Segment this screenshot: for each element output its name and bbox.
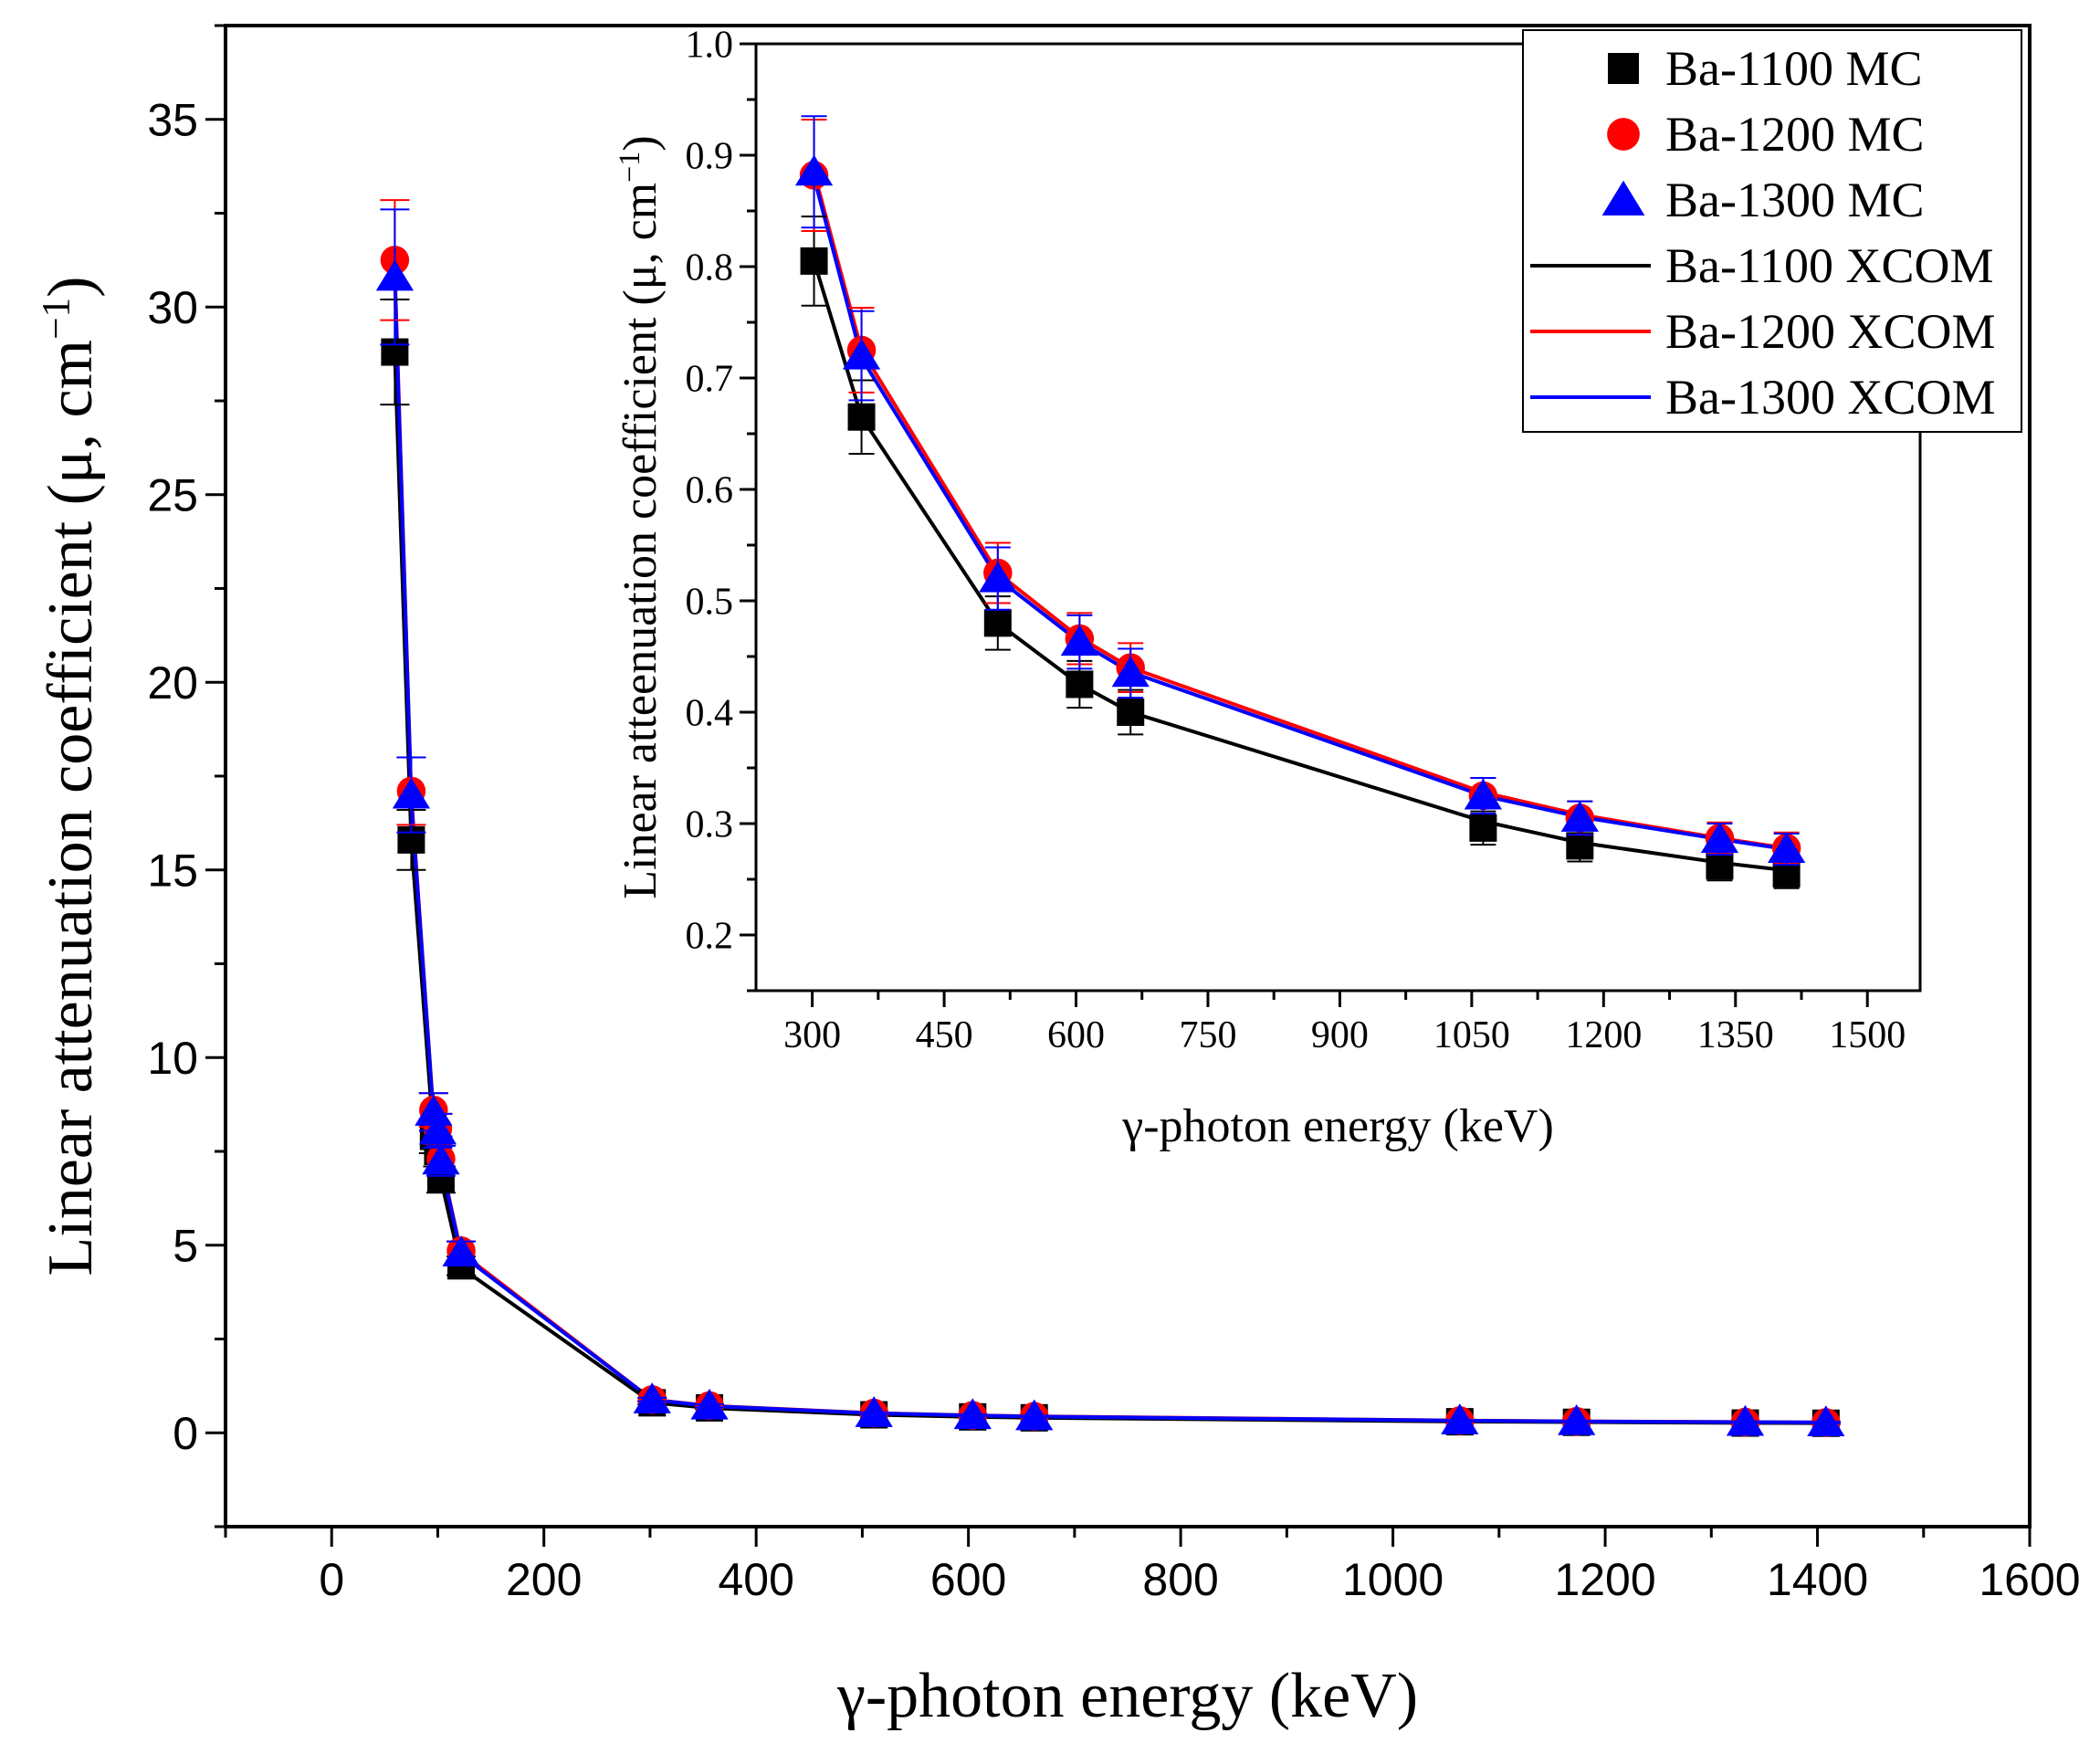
- main-point-ba-1300-mc: [418, 1113, 457, 1145]
- inset-point-ba-1100-mc: [1066, 670, 1094, 698]
- main-x-tick-label: 200: [506, 1554, 582, 1605]
- legend-label: Ba-1100 XCOM: [1665, 238, 1994, 293]
- main-x-tick-label: 1000: [1342, 1554, 1444, 1605]
- main-point-ba-1300-mc: [415, 1095, 453, 1126]
- inset-y-axis-title-close: ): [614, 135, 667, 151]
- inset-x-tick-label: 1350: [1697, 1014, 1774, 1056]
- inset-y-axis-title-sup: −1: [613, 152, 646, 183]
- inset-x-tick-label: 1050: [1433, 1014, 1510, 1056]
- main-y-tick-label: 10: [147, 1033, 198, 1084]
- inset-point-ba-1300-mc: [979, 561, 1017, 593]
- inset-point-ba-1300-mc: [842, 338, 881, 370]
- inset-point-ba-1300-mc: [1560, 801, 1599, 832]
- inset-y-tick-label: 0.9: [686, 136, 734, 178]
- inset-point-ba-1100-mc: [1706, 852, 1734, 880]
- inset-point-ba-1100-mc: [847, 403, 876, 431]
- inset-y-tick-label: 0.7: [686, 359, 734, 401]
- inset-point-ba-1100-mc: [1469, 814, 1497, 842]
- main-point-ba-1300-mc: [953, 1398, 992, 1430]
- legend-box: [1522, 29, 2022, 433]
- legend-label: Ba-1300 MC: [1665, 173, 1925, 227]
- main-y-tick-label: 25: [147, 469, 198, 520]
- inset-y-axis-title: Linear atteenuation coefficient (μ, cm−1…: [613, 135, 667, 899]
- inset-y-tick-label: 0.3: [686, 804, 734, 846]
- main-point-ba-1300-mc: [442, 1235, 480, 1266]
- main-y-tick-label: 35: [147, 94, 198, 145]
- inset-x-tick-label: 1200: [1565, 1014, 1642, 1056]
- inset-y-tick-label: 0.6: [686, 470, 734, 512]
- main-point-ba-1300-mc: [1441, 1403, 1479, 1434]
- main-y-axis-title-sup: −1: [35, 298, 79, 340]
- main-x-axis-title: γ-photon energy (keV): [836, 1661, 1418, 1731]
- inset-y-tick-label: 0.2: [686, 916, 734, 958]
- inset-plot: 300 450 600 750 900 1050 1200 1350 1500 0.2 0.3 0.4…: [613, 25, 1922, 1152]
- main-point-ba-1300-mc: [1015, 1399, 1054, 1431]
- inset-point-ba-1100-mc: [1566, 832, 1594, 860]
- inset-x-tick-label: 600: [1047, 1014, 1105, 1056]
- main-point-ba-1300-mc: [1558, 1403, 1596, 1435]
- main-point-ba-1300-mc: [690, 1388, 729, 1420]
- main-point-ba-1300-mc: [633, 1382, 671, 1413]
- inset-x-axis-title: γ-photon energy (keV): [1121, 1100, 1554, 1152]
- inset-y-tick-label: 0.5: [686, 582, 734, 624]
- inset-x-tick-label: 450: [916, 1014, 973, 1056]
- inset-y-tick-label: 1.0: [686, 25, 734, 67]
- legend-marker-triangle: [1601, 180, 1645, 215]
- main-y-tick-label: 0: [173, 1408, 198, 1459]
- inset-y-tick-label: 0.8: [686, 247, 734, 289]
- inset-point-ba-1300-mc: [1700, 822, 1739, 854]
- inset-y-tick-label: 0.4: [686, 693, 734, 735]
- main-y-tick-label: 20: [147, 657, 198, 709]
- main-x-tick-label: 1400: [1767, 1554, 1868, 1605]
- main-y-tick-label: 30: [147, 282, 198, 333]
- legend: Ba-1100 MC Ba-1200 MC Ba-1300 MC Ba-1100 XC…: [1522, 29, 2022, 433]
- main-y-axis-title-close: ): [36, 277, 106, 298]
- main-point-ba-1300-mc: [1807, 1405, 1845, 1436]
- main-point-ba-1300-mc: [375, 259, 415, 291]
- inset-point-ba-1300-mc: [1060, 625, 1099, 656]
- main-y-tick-label: 5: [173, 1220, 198, 1271]
- main-x-tick-label: 400: [718, 1554, 793, 1605]
- inset-x-tick-label: 900: [1311, 1014, 1369, 1056]
- main-x-tick-label: 1200: [1554, 1554, 1655, 1605]
- legend-marker-square: [1608, 53, 1639, 84]
- legend-label: Ba-1200 XCOM: [1665, 304, 1996, 359]
- legend-label: Ba-1200 MC: [1665, 107, 1925, 162]
- inset-point-ba-1100-mc: [1117, 698, 1145, 726]
- inset-x-tick-label: 1500: [1829, 1014, 1906, 1056]
- legend-label: Ba-1300 XCOM: [1665, 370, 1996, 425]
- main-point-ba-1300-mc: [855, 1396, 893, 1427]
- main-point-ba-1300-mc: [392, 777, 431, 809]
- main-y-axis-title: Linear attenuation coefficient (μ, cm−1): [35, 277, 107, 1276]
- inset-point-ba-1100-mc: [800, 247, 828, 275]
- main-y-axis-title-text: Linear attenuation coefficient (μ, cm: [36, 340, 106, 1276]
- main-x-tick-label: 1600: [1979, 1554, 2080, 1605]
- inset-plot-frame: [754, 42, 1922, 993]
- main-x-tick-label: 800: [1142, 1554, 1218, 1605]
- main-plot: 0 200 400 600 800 1000 1200 1400 1600 0 5 10 15 20 25 3…: [35, 24, 2081, 1731]
- main-x-tick-label: 0: [319, 1554, 344, 1605]
- inset-point-ba-1100-mc: [983, 609, 1012, 637]
- legend-marker-circle: [1607, 118, 1640, 151]
- inset-point-ba-1300-mc: [794, 154, 834, 186]
- inset-x-tick-label: 300: [783, 1014, 841, 1056]
- main-point-ba-1300-mc: [1726, 1404, 1765, 1436]
- inset-point-ba-1300-mc: [1464, 778, 1503, 810]
- inset-y-axis-title-text: Linear atteenuation coefficient (μ, cm: [614, 183, 667, 899]
- inset-point-ba-1300-mc: [1111, 656, 1150, 688]
- inset-point-ba-1300-mc: [1768, 832, 1806, 864]
- inset-x-tick-label: 750: [1179, 1014, 1236, 1056]
- legend-label: Ba-1100 MC: [1665, 41, 1923, 96]
- main-point-ba-1300-mc: [422, 1143, 460, 1175]
- main-x-tick-label: 600: [930, 1554, 1006, 1605]
- main-y-tick-label: 15: [147, 845, 198, 896]
